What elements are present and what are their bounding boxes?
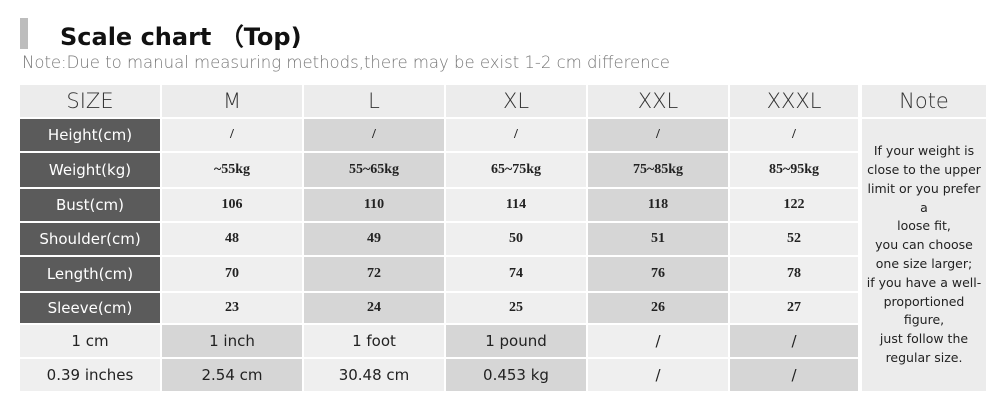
conversion-value: /	[588, 359, 728, 391]
size-value: 25	[446, 293, 586, 323]
note-line: figure,	[903, 312, 945, 328]
title: Scale chart （Top)	[60, 23, 302, 51]
size-value: 78	[730, 257, 858, 291]
conversion-value: 0.39 inches	[20, 359, 160, 391]
note-line: close to the upper	[867, 162, 981, 178]
size-value: 106	[162, 189, 302, 221]
column-header: XL	[446, 85, 586, 117]
size-value: /	[588, 119, 728, 151]
size-value: 72	[304, 257, 444, 291]
conversion-value: 2.54 cm	[162, 359, 302, 391]
size-value: 51	[588, 223, 728, 255]
column-header: XXXL	[730, 85, 858, 117]
size-value: 74	[446, 257, 586, 291]
size-value: 76	[588, 257, 728, 291]
conversion-value: /	[730, 359, 858, 391]
row-label: Height(cm)	[20, 119, 160, 151]
conversion-value: /	[588, 325, 728, 357]
column-header: Note	[862, 85, 986, 117]
column-header: SIZE	[20, 85, 160, 117]
size-value: /	[162, 119, 302, 151]
note-line: loose fit,	[897, 218, 951, 234]
note-line: just follow the	[879, 331, 969, 347]
row-label: Weight(kg)	[20, 153, 160, 187]
row-label: Length(cm)	[20, 257, 160, 291]
note-line: proportioned	[883, 293, 965, 309]
column-header: XXL	[588, 85, 728, 117]
note-line: you can choose	[875, 237, 973, 253]
row-label: Bust(cm)	[20, 189, 160, 221]
note-cell: If your weight is close to the upper limit…	[862, 119, 986, 391]
size-value: 49	[304, 223, 444, 255]
conversion-value: 0.453 kg	[446, 359, 586, 391]
conversion-value: 1 foot	[304, 325, 444, 357]
note-line: If your weight is	[873, 143, 975, 159]
size-value: 122	[730, 189, 858, 221]
row-label: Sleeve(cm)	[20, 293, 160, 323]
size-value: 50	[446, 223, 586, 255]
size-value: 114	[446, 189, 586, 221]
size-value: /	[446, 119, 586, 151]
size-value: 52	[730, 223, 858, 255]
row-label: Shoulder(cm)	[20, 223, 160, 255]
size-value: 27	[730, 293, 858, 323]
size-value: 26	[588, 293, 728, 323]
title-bar	[20, 18, 28, 49]
column-header: L	[304, 85, 444, 117]
note-line: regular size.	[885, 349, 963, 365]
size-value: 24	[304, 293, 444, 323]
size-value: /	[304, 119, 444, 151]
conversion-value: 30.48 cm	[304, 359, 444, 391]
note-line: one size larger;	[875, 256, 973, 271]
column-header: M	[162, 85, 302, 117]
size-value: 23	[162, 293, 302, 323]
size-value: 85~95kg	[730, 153, 858, 187]
note-line: limit or you prefer a	[867, 180, 981, 215]
conversion-value: 1 cm	[20, 325, 160, 357]
size-value: 110	[304, 189, 444, 221]
note: Note:Due to manual measuring methods,the…	[22, 53, 670, 72]
size-value: ~55kg	[162, 153, 302, 187]
size-value: 55~65kg	[304, 153, 444, 187]
size-value: 48	[162, 223, 302, 255]
conversion-value: 1 inch	[162, 325, 302, 357]
conversion-value: /	[730, 325, 858, 357]
size-value: /	[730, 119, 858, 151]
size-value: 65~75kg	[446, 153, 586, 187]
conversion-value: 1 pound	[446, 325, 586, 357]
size-value: 118	[588, 189, 728, 221]
size-value: 70	[162, 257, 302, 291]
note-line: if you have a well-	[866, 274, 982, 290]
size-value: 75~85kg	[588, 153, 728, 187]
